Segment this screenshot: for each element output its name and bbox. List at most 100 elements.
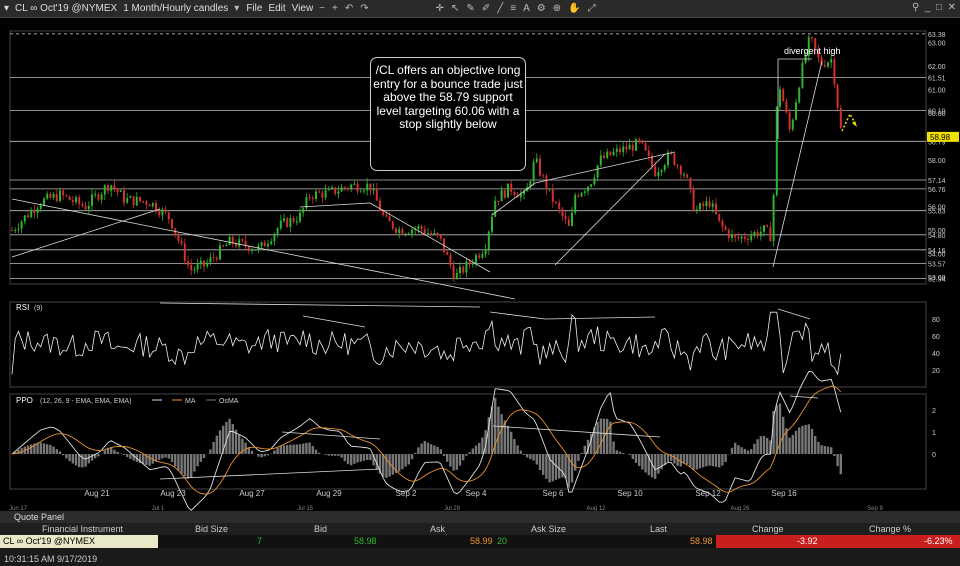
close-icon[interactable]: ✕ <box>947 2 956 13</box>
expand-icon[interactable]: ⤢ <box>587 3 596 14</box>
header-change-pct[interactable]: Change % <box>869 524 912 534</box>
header-bid[interactable]: Bid <box>314 524 328 534</box>
hand-icon[interactable]: ✋ <box>568 3 581 14</box>
chart-menu-icon[interactable]: ▾ <box>4 3 10 14</box>
candle-body <box>817 49 820 58</box>
candle-body <box>126 197 129 203</box>
date-label: Sep 2 <box>396 489 417 498</box>
zoom-icon[interactable]: ⊕ <box>552 3 562 14</box>
candle-body <box>583 191 586 193</box>
pencil-icon[interactable]: ✐ <box>481 3 491 14</box>
candle-body <box>263 242 266 247</box>
current-price-tag <box>927 131 959 142</box>
candle-body <box>311 197 314 200</box>
symbol-label[interactable]: CL ∞ Oct'19 @NYMEX <box>15 3 118 14</box>
candle-body <box>238 239 241 247</box>
candle-body <box>113 185 116 189</box>
line-icon[interactable]: ╱ <box>497 3 504 14</box>
candle-body <box>369 183 372 191</box>
quote-instrument[interactable]: CL ∞ Oct'19 @NYMEX <box>0 535 158 548</box>
candle-body <box>654 166 657 177</box>
candle-body <box>775 106 778 196</box>
candle-body <box>151 202 154 207</box>
candle-body <box>507 183 509 198</box>
draw-icon[interactable]: ✎ <box>466 3 475 14</box>
pointer-icon[interactable]: ↖ <box>451 3 460 14</box>
pin-icon[interactable]: ⚲ <box>911 2 920 13</box>
minus-icon[interactable]: − <box>319 3 326 14</box>
candle-body <box>814 38 817 50</box>
forward-icon[interactable]: ↷ <box>360 3 369 14</box>
candle-body <box>11 230 13 232</box>
candle-body <box>449 254 452 266</box>
ppo-level-label: 0 <box>932 452 936 459</box>
menu-view[interactable]: View <box>291 3 314 14</box>
candle-body <box>743 236 746 239</box>
back-icon[interactable]: ↶ <box>344 3 354 14</box>
candle-body <box>135 196 138 206</box>
candle-body <box>411 229 413 234</box>
candle-body <box>590 184 593 187</box>
candle-body <box>327 188 330 191</box>
chart-area[interactable]: 63.38 63.00 62.00 61.51 61.00 60.10 60.00 58.79… <box>0 19 960 511</box>
candle-body <box>407 233 410 235</box>
menu-file[interactable]: File <box>246 3 263 14</box>
plus-icon[interactable]: + <box>332 3 338 14</box>
trendline <box>534 151 676 184</box>
quote-row[interactable]: CL ∞ Oct'19 @NYMEX 7 58.98 58.99 20 58.9… <box>0 535 960 548</box>
rsi-trendline <box>302 315 366 328</box>
candle-body <box>612 151 615 156</box>
date-label: Sep 6 <box>543 489 564 498</box>
trendline <box>11 198 516 300</box>
candle-body <box>686 174 689 178</box>
candle-body <box>782 89 785 102</box>
candle-body <box>39 205 42 209</box>
candle-body <box>231 236 234 244</box>
quote-change-pct: -6.23% <box>924 536 953 546</box>
date-label: Aug 21 <box>84 489 110 498</box>
candle-body <box>791 119 794 130</box>
candle-body <box>167 212 170 220</box>
header-last[interactable]: Last <box>650 524 668 534</box>
crosshair-icon[interactable]: ✛ <box>435 3 445 14</box>
price-tick-label: 58.00 <box>928 158 946 165</box>
header-instrument[interactable]: Financial Instrument <box>42 524 124 534</box>
candle-body <box>359 191 362 193</box>
quote-ask-size: 20 <box>497 536 508 546</box>
candle-body <box>36 208 39 213</box>
candle-body <box>513 191 516 196</box>
candle-body <box>52 194 55 198</box>
settings-icon[interactable]: ⚙ <box>536 3 546 14</box>
header-ask[interactable]: Ask <box>430 524 446 534</box>
candle-body <box>772 195 775 242</box>
candle-body <box>628 144 631 150</box>
candle-body <box>491 216 493 232</box>
month-label: Jul 1 <box>152 506 165 511</box>
interval-selector[interactable]: 1 Month/Hourly candles <box>123 3 229 14</box>
header-bid-size[interactable]: Bid Size <box>195 524 229 534</box>
menu-edit[interactable]: Edit <box>268 3 286 14</box>
quote-last: 58.98 <box>690 536 713 546</box>
candle-body <box>478 255 481 258</box>
candle-body <box>462 266 465 273</box>
price-tick-label: 58.79 <box>928 139 946 146</box>
candle-body <box>615 148 618 152</box>
candle-body <box>116 188 119 192</box>
rsi-level-label: 40 <box>932 351 940 358</box>
candle-body <box>551 188 554 203</box>
candle-body <box>689 177 692 189</box>
candle-body <box>270 241 273 244</box>
price-tick-label: 55.83 <box>928 209 946 216</box>
candle-body <box>107 185 109 191</box>
minimize-icon[interactable]: _ <box>924 2 931 13</box>
candle-body <box>132 196 135 206</box>
header-change[interactable]: Change <box>752 524 784 534</box>
chevron-down-icon[interactable]: ▾ <box>234 3 240 14</box>
candle-body <box>206 262 209 267</box>
text-icon[interactable]: A <box>523 3 530 14</box>
candle-body <box>740 236 743 239</box>
header-ask-size[interactable]: Ask Size <box>531 524 567 534</box>
maximize-icon[interactable]: □ <box>936 2 943 13</box>
fib-icon[interactable]: ≡ <box>510 3 517 14</box>
rsi-label: RSI <box>16 303 29 312</box>
